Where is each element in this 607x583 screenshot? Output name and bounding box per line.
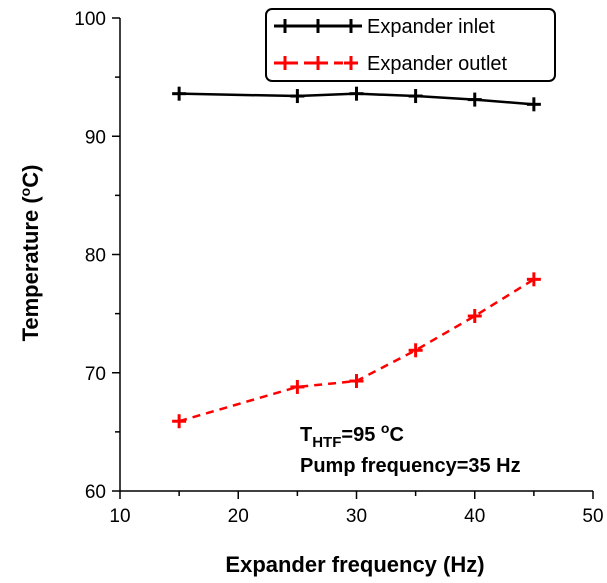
x-axis-title: Expander frequency (Hz) xyxy=(225,552,484,577)
data-point-inlet xyxy=(349,86,364,101)
anno-t: T xyxy=(300,424,312,446)
y-axis-title-sup: o xyxy=(17,188,33,197)
data-point-inlet xyxy=(290,89,305,104)
series-inlet xyxy=(172,86,541,112)
y-tick-label: 70 xyxy=(85,364,106,385)
data-point-outlet xyxy=(467,308,482,323)
annotation: THTF=95 oC Pump frequency=35 Hz xyxy=(300,420,521,477)
series-line-outlet xyxy=(178,278,535,423)
legend-label-outlet: Expander outlet xyxy=(367,53,508,75)
legend-marker xyxy=(344,56,358,70)
anno-sub: HTF xyxy=(312,434,341,451)
anno-sup: o xyxy=(381,420,390,436)
y-axis-title: Temperature (oC) xyxy=(17,165,43,342)
x-tick-label: 10 xyxy=(109,506,130,527)
legend-marker xyxy=(311,56,325,70)
legend-marker-outlet xyxy=(278,56,358,70)
legend-marker xyxy=(344,19,358,33)
legend: Expander inlet Expander outlet xyxy=(265,8,556,82)
data-point-inlet xyxy=(172,86,187,101)
data-point-inlet xyxy=(526,97,541,112)
legend-label-inlet: Expander inlet xyxy=(367,16,495,38)
legend-entry-inlet: Expander inlet xyxy=(274,16,495,38)
x-tick-label: 20 xyxy=(228,506,249,527)
data-point-outlet xyxy=(349,374,364,389)
anno-unit: C xyxy=(389,424,403,446)
legend-marker xyxy=(278,56,292,70)
data-point-outlet xyxy=(172,414,187,429)
data-point-outlet xyxy=(408,343,423,358)
series-layer xyxy=(172,86,541,429)
y-tick-label: 80 xyxy=(85,246,106,267)
series-line-inlet xyxy=(179,92,534,106)
ticks: 10 20 30 40 50 60 70 80 90 100 xyxy=(74,9,603,527)
y-tick-label: 100 xyxy=(74,9,106,30)
legend-marker xyxy=(311,19,325,33)
series-outlet xyxy=(172,272,541,429)
annotation-line2: Pump frequency=35 Hz xyxy=(300,455,521,477)
data-point-inlet xyxy=(408,89,423,104)
anno-eq: =95 xyxy=(341,424,380,446)
legend-marker-inlet xyxy=(278,19,358,33)
legend-marker xyxy=(278,19,292,33)
y-tick-label: 60 xyxy=(85,482,106,503)
x-tick-label: 50 xyxy=(582,506,603,527)
y-tick-label: 90 xyxy=(85,127,106,148)
annotation-line1: THTF=95 oC xyxy=(300,420,404,451)
x-tick-label: 40 xyxy=(464,506,485,527)
y-axis-title-main: Temperature ( xyxy=(18,196,43,342)
x-tick-label: 30 xyxy=(346,506,367,527)
legend-entry-outlet: Expander outlet xyxy=(274,53,508,75)
data-point-inlet xyxy=(467,92,482,107)
y-axis-title-end: C) xyxy=(18,165,43,188)
data-point-outlet xyxy=(526,272,541,287)
data-point-outlet xyxy=(290,379,305,394)
